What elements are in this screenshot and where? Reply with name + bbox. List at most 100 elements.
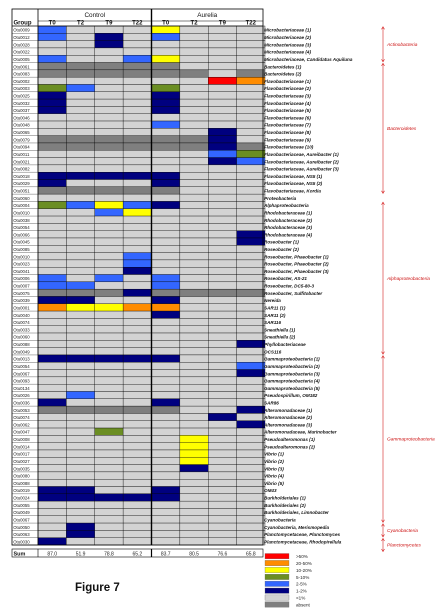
heatmap-cell [208,259,237,268]
column-header: Group Control Aurelia T0 T2 T9 T22 T0 T2 T9 T22 [14,12,257,27]
taxon-label: Sneathiella (1) [264,327,296,332]
heatmap-cell [151,193,181,202]
heatmap-cell [66,106,95,114]
phylum-bracket-arrow [381,519,385,523]
heatmap-cell [37,362,67,370]
legend-label: 5-10% [296,575,309,580]
heatmap-cell [122,201,152,209]
heatmap-cell [66,215,95,224]
heatmap-cell [122,69,152,78]
otu-label: Otu0134 [13,386,30,391]
heatmap-cell [94,325,124,334]
legend-swatch [264,574,290,580]
heatmap-cell [236,223,266,231]
heatmap-cell [122,340,152,348]
heatmap-cell [208,471,237,480]
otu-label: Otu0027 [13,459,30,464]
heatmap-cell [122,405,152,414]
heatmap-cell [151,135,181,144]
heatmap-cell [179,208,209,217]
heatmap-cell [208,172,237,180]
heatmap-cell [179,362,209,370]
heatmap-cell [37,398,67,407]
heatmap-cell [179,172,209,180]
heatmap-cell [37,150,67,158]
taxon-label: Vibrio (3) [264,466,284,471]
otu-label: Otu0010 [13,254,30,259]
sum-value: 78.8 [104,551,114,557]
heatmap-cell [37,508,67,516]
heatmap-cell [236,515,266,524]
heatmap-cell [94,274,124,283]
heatmap-cell [236,384,266,392]
heatmap-cell [208,142,237,151]
otu-label: Otu0005 [13,57,30,62]
heatmap-cell [151,179,181,187]
heatmap-cell [94,384,124,392]
heatmap-cell [94,179,124,187]
phylum-bracket-arrow [381,59,385,63]
heatmap-cell [236,91,266,100]
otu-label: Otu0004 [13,203,30,208]
heatmap-cell [179,150,209,158]
timepoint-header: T2 [191,21,199,27]
taxon-label: Flavobacteriaceae (2) [264,86,311,91]
heatmap-cell [208,369,237,378]
heatmap-cell [151,288,181,297]
heatmap-cell [94,413,124,421]
heatmap-cell [151,230,181,239]
heatmap-cell [236,106,266,114]
heatmap-cell [94,84,124,92]
otu-label: Otu0017 [13,452,30,457]
heatmap-cell [151,237,181,246]
heatmap-cell [208,25,237,34]
heatmap-cell [208,500,237,509]
heatmap-cell [179,186,209,195]
otu-label: Otu0051 [13,189,30,194]
heatmap-cell [66,398,95,407]
heatmap-cell [122,76,152,85]
otu-label: Otu0074 [13,320,30,325]
heatmap-cell [122,310,152,319]
timepoint-header: T22 [246,21,257,27]
heatmap-cell [151,457,181,465]
heatmap-cell [94,515,124,524]
heatmap-cell [208,274,237,283]
taxon-label: Gammaproteobacteria (2) [264,364,320,369]
taxon-label: Microbacteriaceae (2) [264,35,311,40]
heatmap-cell [66,362,95,370]
otu-label: Otu0050 [13,525,30,530]
heatmap-cell [208,33,237,41]
heatmap-cell [37,464,67,473]
heatmap-cell [122,442,152,451]
heatmap-cell [122,193,152,202]
otu-label: Otu0075 [13,291,30,296]
heatmap-cell [66,252,95,261]
heatmap-cell [66,62,95,71]
heatmap-cell [94,369,124,378]
heatmap-cell [151,245,181,253]
heatmap-cell [37,522,67,531]
otu-label: Otu0032 [13,101,30,106]
heatmap-cell [236,179,266,187]
sum-value: 65.8 [246,551,256,557]
heatmap-cell [208,230,237,239]
otu-label: Otu0022 [13,50,30,55]
taxon-label: Rhodobacteraceae (2) [264,218,312,223]
phylum-bracket-arrow [381,355,385,359]
otu-label: Otu0012 [13,35,30,40]
heatmap-cell [94,530,124,538]
heatmap-cell [94,376,124,385]
timepoint-header: T2 [77,21,85,27]
heatmap-cell [151,354,181,363]
phylum-bracket-arrow [381,534,385,538]
heatmap-cell [179,413,209,421]
heatmap-cell [236,208,266,217]
heatmap-cell [122,486,152,495]
heatmap-cell [94,113,124,122]
heatmap-cell [236,413,266,421]
heatmap-cell [179,515,209,524]
heatmap-cell [122,186,152,195]
taxon-label: OM43 [264,488,277,493]
otu-label: Otu0054 [13,225,30,230]
